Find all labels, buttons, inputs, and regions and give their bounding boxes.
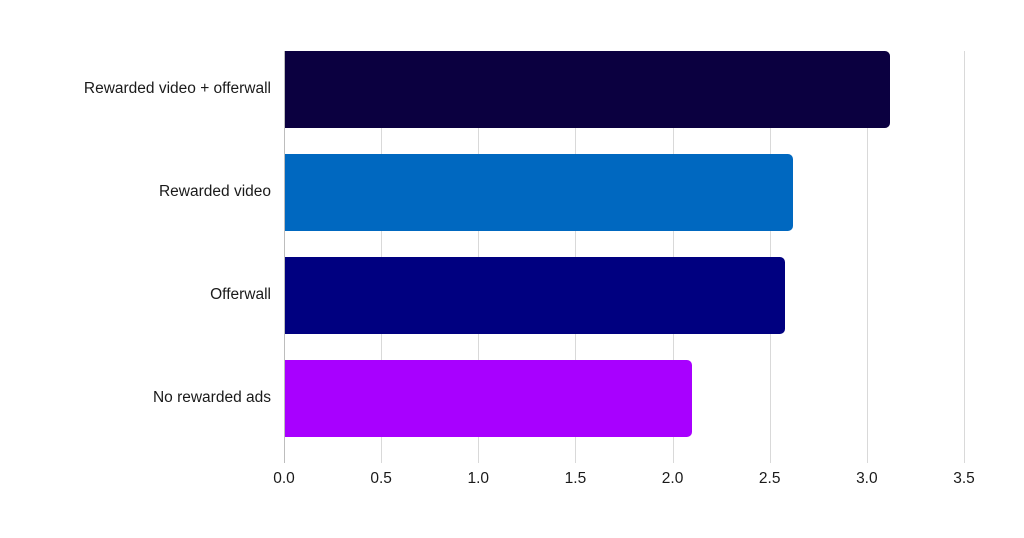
x-tick-label: 1.0 <box>467 470 490 487</box>
y-axis-line <box>284 51 285 463</box>
bar <box>284 257 786 334</box>
category-label: Rewarded video <box>158 183 271 200</box>
x-tick-label: 0.5 <box>370 470 392 487</box>
category-label: Offerwall <box>210 286 271 303</box>
x-tick-label: 2.5 <box>758 470 781 487</box>
gridline <box>964 51 965 463</box>
bar <box>284 51 891 128</box>
x-tick-label: 1.5 <box>564 470 587 487</box>
gridline <box>866 51 868 463</box>
bar <box>284 360 692 437</box>
category-label: No rewarded ads <box>152 389 271 406</box>
x-tick-label: 3.5 <box>953 470 975 487</box>
x-tick-label: 3.0 <box>856 470 878 487</box>
x-tick-label: 0.0 <box>273 470 295 487</box>
bar <box>284 154 794 231</box>
category-label: Rewarded video + offerwall <box>83 80 271 97</box>
plot-area <box>284 51 965 463</box>
x-tick-label: 2.0 <box>661 470 684 487</box>
